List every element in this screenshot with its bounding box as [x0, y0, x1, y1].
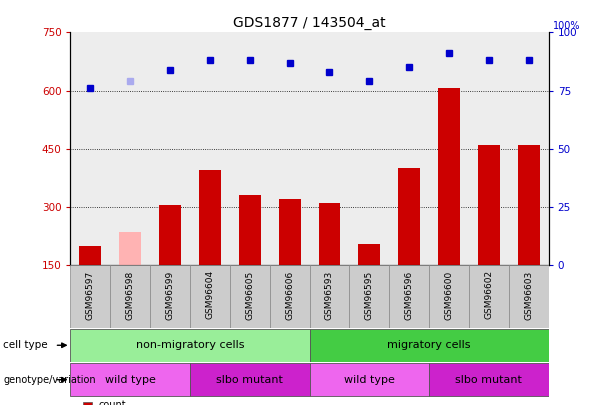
Bar: [110, 265, 150, 328]
Bar: [429, 32, 469, 265]
Bar: [199, 170, 221, 265]
Bar: [239, 196, 261, 265]
Text: wild type: wild type: [344, 375, 395, 385]
Text: wild type: wild type: [105, 375, 156, 385]
Bar: [70, 265, 110, 328]
Bar: [230, 265, 270, 328]
Bar: [70, 32, 110, 265]
Title: GDS1877 / 143504_at: GDS1877 / 143504_at: [234, 16, 386, 30]
Bar: [438, 87, 460, 265]
Bar: [398, 168, 420, 265]
Bar: [159, 205, 181, 265]
Text: migratory cells: migratory cells: [387, 340, 471, 350]
Text: GSM96603: GSM96603: [524, 270, 533, 320]
Bar: [429, 363, 549, 396]
Bar: [518, 145, 539, 265]
Text: GSM96596: GSM96596: [405, 270, 414, 320]
Bar: [478, 145, 500, 265]
Bar: [349, 32, 389, 265]
Text: GSM96593: GSM96593: [325, 270, 334, 320]
Bar: [469, 265, 509, 328]
Text: GSM96605: GSM96605: [245, 270, 254, 320]
Bar: [509, 32, 549, 265]
Bar: [190, 363, 310, 396]
Text: GSM96598: GSM96598: [126, 270, 135, 320]
Bar: [80, 246, 101, 265]
Bar: [279, 199, 300, 265]
Bar: [230, 32, 270, 265]
Bar: [310, 32, 349, 265]
Text: GSM96606: GSM96606: [285, 270, 294, 320]
Bar: [310, 329, 549, 362]
Bar: [359, 244, 380, 265]
Bar: [310, 265, 349, 328]
Bar: [469, 32, 509, 265]
Bar: [70, 329, 310, 362]
Bar: [429, 265, 469, 328]
Bar: [270, 32, 310, 265]
Bar: [319, 203, 340, 265]
Text: GSM96597: GSM96597: [86, 270, 95, 320]
Bar: [190, 32, 230, 265]
Text: GSM96604: GSM96604: [205, 270, 215, 320]
Bar: [70, 363, 190, 396]
Bar: [310, 363, 429, 396]
Text: slbo mutant: slbo mutant: [455, 375, 522, 385]
Bar: [190, 265, 230, 328]
Text: slbo mutant: slbo mutant: [216, 375, 283, 385]
Text: GSM96595: GSM96595: [365, 270, 374, 320]
Bar: [150, 32, 190, 265]
Bar: [150, 265, 190, 328]
Bar: [389, 265, 429, 328]
Bar: [110, 32, 150, 265]
Text: count: count: [98, 400, 126, 405]
Bar: [509, 265, 549, 328]
Text: genotype/variation: genotype/variation: [3, 375, 96, 385]
Text: non-migratory cells: non-migratory cells: [136, 340, 244, 350]
Text: 100%: 100%: [553, 21, 581, 31]
Text: GSM96599: GSM96599: [166, 270, 175, 320]
Bar: [349, 265, 389, 328]
Text: GSM96600: GSM96600: [444, 270, 454, 320]
Text: cell type: cell type: [3, 340, 48, 350]
Text: GSM96602: GSM96602: [484, 270, 493, 320]
Bar: [270, 265, 310, 328]
Bar: [389, 32, 429, 265]
Bar: [120, 232, 141, 265]
